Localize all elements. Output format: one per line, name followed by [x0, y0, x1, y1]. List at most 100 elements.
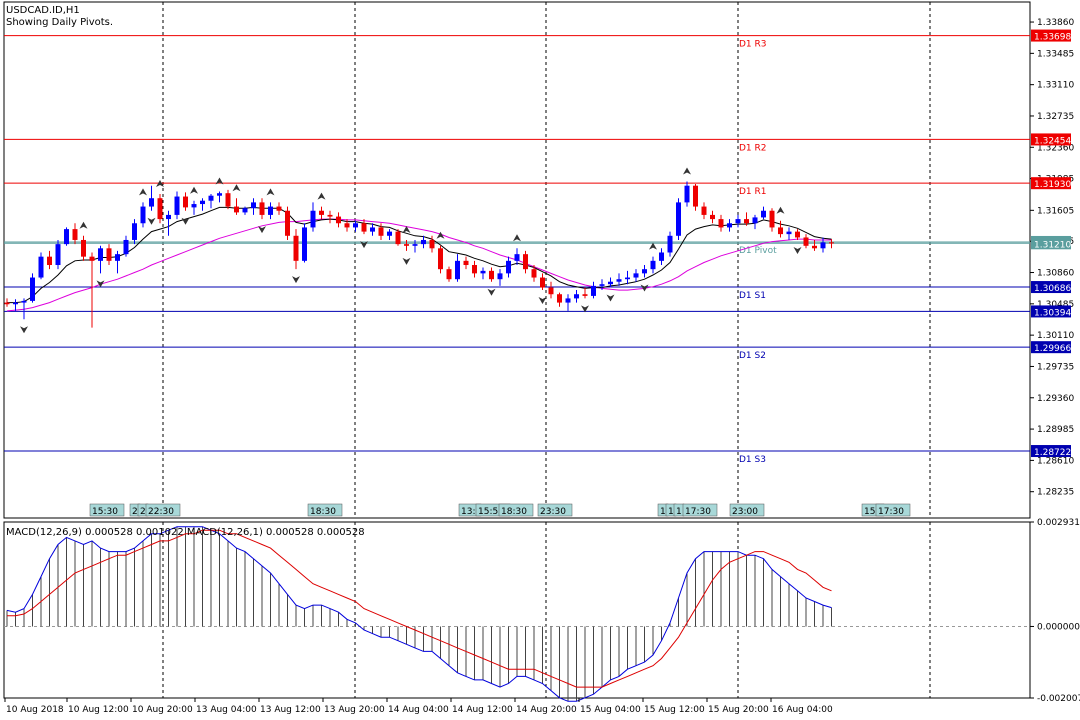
main-panel-frame: [3, 1, 1031, 519]
time-tick-label: 15 Aug 04:00: [580, 705, 641, 715]
fractal-up-icon: [776, 206, 785, 214]
candle-body: [242, 208, 248, 213]
event-tag-label: 15:: [864, 507, 878, 517]
candle-body: [480, 270, 486, 274]
pivot-name: D1 R1: [739, 187, 767, 197]
macd-tick-label: 0.000000: [1037, 622, 1080, 632]
event-tag-box: [145, 503, 181, 517]
time-tick-label: 10 Aug 20:00: [132, 705, 193, 715]
candle-body: [208, 195, 214, 201]
candle-body: [429, 239, 435, 249]
candle-body: [540, 277, 545, 288]
fractal-up-icon: [317, 192, 326, 200]
candles[interactable]: [4, 181, 835, 328]
macd-tick-label: -0.002007: [1037, 694, 1080, 704]
candle-body: [132, 223, 137, 240]
candle-body: [633, 273, 639, 278]
candle-body: [642, 269, 647, 274]
fractal-up-icon: [513, 234, 521, 242]
candle-body: [404, 244, 409, 246]
macd-label: MACD(12,26,9) 0.000528 0.001022 MACD(12,…: [6, 527, 365, 538]
candle-body: [421, 239, 426, 245]
candle-body: [47, 256, 52, 266]
event-tag-label: 13:: [461, 507, 475, 517]
candle-body: [591, 285, 596, 296]
candle-body: [285, 210, 290, 236]
candle-body: [166, 214, 171, 220]
candle-body: [455, 260, 460, 280]
pivot-price-label: 1.33698: [1034, 33, 1071, 43]
candle-body: [72, 229, 78, 240]
candle-body: [557, 294, 562, 303]
fractals: [20, 167, 802, 334]
fractal-down-icon: [96, 280, 105, 288]
fractal-down-icon: [402, 257, 411, 265]
fractal-down-icon: [181, 217, 190, 225]
event-tag-label: 15:30: [92, 507, 118, 517]
macd-panel-frame: [3, 521, 1031, 699]
candle-body: [676, 202, 681, 236]
candle-body: [98, 248, 103, 261]
candle-body: [489, 270, 494, 280]
event-tag-label: 2: [132, 507, 138, 517]
ema-line: [7, 206, 832, 304]
price-tick-label: 1.28235: [1037, 488, 1074, 498]
price-axis: 1.33860 1.33485 1.33110 1.32735 1.32360 1.319…: [1030, 18, 1074, 498]
fractal-down-icon: [147, 217, 156, 225]
candle-body: [812, 245, 817, 249]
time-tick-label: 10 Aug 12:00: [68, 705, 129, 715]
macd-signal-line: [7, 529, 832, 688]
candle-body: [234, 206, 239, 213]
candle-body: [684, 185, 690, 203]
price-tick-label: 1.29360: [1037, 394, 1074, 404]
price-tick-label: 1.30485: [1037, 300, 1074, 310]
pivot-price-label: 1.29966: [1034, 344, 1071, 354]
event-tag-label: 15:55: [478, 507, 504, 517]
fractal-up-icon: [156, 180, 164, 188]
event-tag-label: 18:30: [501, 507, 527, 517]
candle-body: [123, 239, 129, 255]
event-tag-label: 18:30: [310, 507, 336, 517]
candle-body: [599, 284, 605, 286]
candle-body: [319, 210, 324, 215]
fractal-up-icon: [232, 184, 241, 192]
event-tag-box: [307, 503, 343, 517]
time-tick-label: 14 Aug 20:00: [516, 705, 577, 715]
fractal-up-icon: [190, 186, 198, 194]
time-tick-label: 16 Aug 04:00: [772, 705, 833, 715]
extra-level-label: 1.30394: [1034, 308, 1071, 318]
time-axis: 10 Aug 2018 10 Aug 12:00 10 Aug 20:00 13 Au…: [4, 698, 833, 715]
time-tick-label: 14 Aug 12:00: [452, 705, 513, 715]
time-tick-label: 13 Aug 04:00: [196, 705, 257, 715]
candle-body: [472, 265, 477, 274]
candle-body: [276, 206, 282, 211]
macd-tick-label: 0.002931: [1037, 518, 1080, 528]
pivot-lines: D1 R3 D1 R2 D1 R1 D1 Pivot D1 S1 D1 S2 D1 S3: [4, 35, 1030, 465]
fractal-up-icon: [436, 231, 445, 239]
pivot-price-box: [1031, 445, 1071, 458]
candle-body: [548, 287, 554, 295]
candle-body: [217, 193, 222, 196]
candle-body: [744, 219, 749, 224]
candle-body: [625, 277, 630, 280]
candle-body: [735, 219, 741, 224]
candle-body: [310, 210, 316, 228]
current-price-label: 1.31210: [1034, 240, 1071, 250]
candle-body: [293, 235, 299, 261]
candle-body: [412, 244, 418, 246]
time-tick-label: 15 Aug 12:00: [644, 705, 705, 715]
candle-body: [4, 302, 10, 305]
event-tag-box: [89, 503, 125, 517]
macd-line: [6, 526, 832, 702]
candle-body: [89, 256, 95, 261]
event-tag-box: [498, 503, 534, 517]
candle-body: [149, 198, 154, 207]
candle-body: [30, 277, 35, 301]
price-tick-label: 1.32360: [1037, 143, 1074, 153]
candle-body: [769, 210, 775, 228]
candle-body: [336, 216, 341, 224]
candle-body: [64, 229, 69, 245]
candle-body: [327, 214, 333, 217]
candle-body: [727, 223, 732, 228]
candle-body: [523, 254, 528, 270]
